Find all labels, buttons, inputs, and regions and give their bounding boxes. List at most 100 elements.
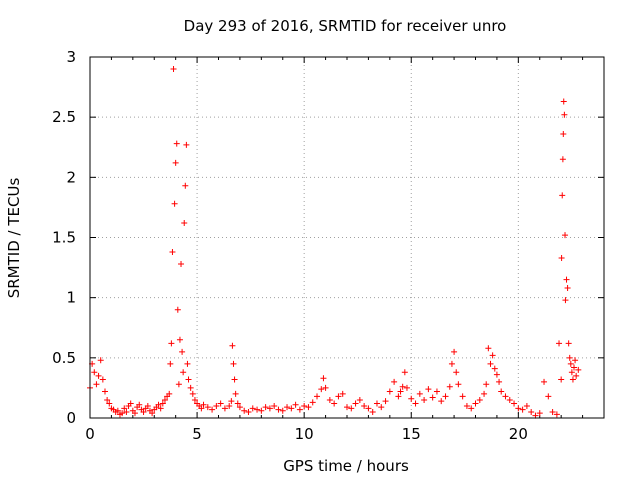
data-point xyxy=(565,340,572,347)
data-point xyxy=(558,376,565,383)
data-point xyxy=(183,141,190,148)
data-point xyxy=(204,404,211,411)
data-point xyxy=(545,393,552,400)
data-point xyxy=(213,402,220,409)
data-point xyxy=(258,407,265,414)
data-point xyxy=(451,348,458,355)
data-point xyxy=(91,369,98,376)
data-point xyxy=(99,376,106,383)
data-point xyxy=(326,396,333,403)
data-point xyxy=(528,408,535,415)
data-point xyxy=(567,360,574,367)
data-points xyxy=(87,66,582,419)
data-point xyxy=(438,398,445,405)
data-point xyxy=(127,400,134,407)
data-point xyxy=(309,399,316,406)
data-point xyxy=(288,405,295,412)
data-point xyxy=(496,378,503,385)
data-point xyxy=(229,342,236,349)
data-point xyxy=(234,400,241,407)
data-point xyxy=(157,405,164,412)
x-tick-label: 5 xyxy=(192,425,202,443)
data-point xyxy=(301,402,308,409)
data-point xyxy=(559,156,566,163)
data-point xyxy=(175,381,182,388)
x-tick-label: 15 xyxy=(402,425,421,443)
y-tick-label: 2 xyxy=(66,168,76,186)
data-point xyxy=(481,390,488,397)
data-point xyxy=(433,388,440,395)
data-point xyxy=(352,400,359,407)
data-point xyxy=(176,336,183,343)
data-point xyxy=(279,407,286,414)
data-point xyxy=(121,405,128,412)
data-point xyxy=(305,404,312,411)
x-tick-label: 20 xyxy=(509,425,528,443)
data-point xyxy=(104,396,111,403)
x-tick-label: 10 xyxy=(295,425,314,443)
data-point xyxy=(572,357,579,364)
x-tick-label: 0 xyxy=(85,425,95,443)
data-point xyxy=(320,375,327,382)
data-point xyxy=(189,390,196,397)
data-point xyxy=(226,402,233,409)
data-point xyxy=(187,384,194,391)
data-point xyxy=(169,248,176,255)
data-point xyxy=(241,407,248,414)
data-point xyxy=(421,396,428,403)
data-point xyxy=(93,381,100,388)
data-point xyxy=(493,371,500,378)
data-point xyxy=(140,408,147,415)
data-point xyxy=(463,402,470,409)
data-point xyxy=(236,404,243,411)
data-point xyxy=(511,400,518,407)
data-point xyxy=(144,402,151,409)
data-point xyxy=(519,406,526,413)
data-point xyxy=(491,365,498,372)
data-point xyxy=(425,386,432,393)
data-point xyxy=(563,276,570,283)
data-point xyxy=(442,393,449,400)
data-point xyxy=(453,369,460,376)
data-point xyxy=(184,360,191,367)
data-point xyxy=(178,260,185,267)
data-point xyxy=(168,340,175,347)
plot-frame xyxy=(89,56,605,419)
data-point xyxy=(296,406,303,413)
data-point xyxy=(575,366,582,373)
data-point xyxy=(232,390,239,397)
data-point xyxy=(182,182,189,189)
data-point xyxy=(468,405,475,412)
data-point xyxy=(448,360,455,367)
data-point xyxy=(483,381,490,388)
y-tick-label: 0.5 xyxy=(52,349,76,367)
axis-ticks xyxy=(89,56,604,419)
y-tick-label: 1.5 xyxy=(52,229,76,247)
data-point xyxy=(230,360,237,367)
data-point xyxy=(166,390,173,397)
data-point xyxy=(284,404,291,411)
data-point xyxy=(173,140,180,147)
data-point xyxy=(489,352,496,359)
data-point xyxy=(254,406,261,413)
data-point xyxy=(399,383,406,390)
data-point xyxy=(106,400,113,407)
data-point xyxy=(271,402,278,409)
data-point xyxy=(549,408,556,415)
data-point xyxy=(339,390,346,397)
data-point xyxy=(395,393,402,400)
data-point xyxy=(170,66,177,73)
data-point xyxy=(136,401,143,408)
data-point xyxy=(416,390,423,397)
data-point xyxy=(472,400,479,407)
data-point xyxy=(506,396,513,403)
y-tick-label: 2.5 xyxy=(52,108,76,126)
data-point xyxy=(335,393,342,400)
data-point xyxy=(412,400,419,407)
data-point xyxy=(397,388,404,395)
data-point xyxy=(386,388,393,395)
data-point xyxy=(560,98,567,105)
data-point xyxy=(344,404,350,411)
data-point xyxy=(161,396,168,403)
data-point xyxy=(536,410,543,417)
